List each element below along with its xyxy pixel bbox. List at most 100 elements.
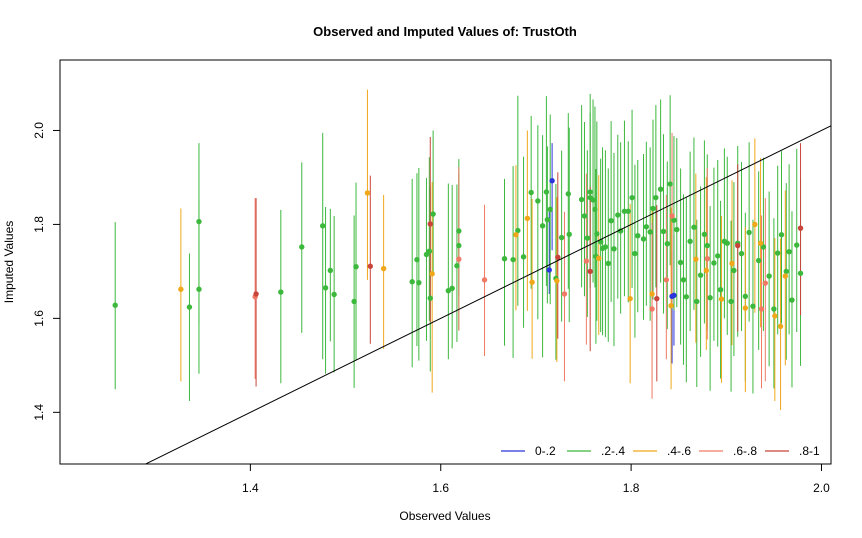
legend: 0-.2 .2-.4 .4-.6 .6-.8 .8-1	[501, 444, 820, 458]
data-point	[430, 211, 436, 217]
data-point	[549, 178, 555, 184]
y-tick-label: 1.6	[32, 310, 46, 327]
data-point	[629, 194, 635, 201]
data-point	[351, 298, 357, 305]
data-point	[649, 291, 655, 297]
data-point	[691, 224, 697, 230]
data-point	[711, 260, 717, 266]
data-point	[687, 238, 693, 245]
legend-label: .8-1	[799, 444, 820, 458]
chart-title: Observed and Imputed Values of: TrustOth	[313, 24, 577, 39]
y-axis-label: Imputed Values	[2, 221, 16, 304]
data-point	[757, 240, 764, 246]
data-point	[715, 253, 721, 259]
data-point	[611, 246, 617, 252]
data-point	[625, 208, 631, 214]
data-point	[456, 242, 462, 249]
legend-label: .2-.4	[601, 444, 625, 458]
data-point	[731, 267, 737, 274]
data-point	[718, 296, 725, 302]
x-tick-label: 1.4	[242, 481, 259, 495]
data-point	[578, 196, 585, 203]
data-point	[647, 229, 653, 235]
data-point	[196, 218, 202, 225]
data-point	[584, 235, 591, 241]
reference-line	[144, 125, 831, 464]
data-point	[635, 232, 641, 239]
data-point	[608, 217, 614, 224]
data-point	[669, 213, 675, 219]
data-point	[789, 297, 795, 303]
data-point	[454, 263, 460, 269]
data-point	[783, 268, 789, 275]
data-point	[524, 215, 531, 222]
data-point	[752, 221, 758, 228]
data-point	[513, 232, 519, 238]
data-point	[327, 267, 334, 274]
data-point	[653, 194, 659, 201]
plot-frame	[59, 59, 832, 465]
data-point	[615, 212, 621, 218]
data-point	[750, 303, 756, 309]
data-point	[657, 186, 664, 192]
data-point	[456, 256, 462, 262]
data-point	[558, 234, 565, 241]
data-point	[602, 244, 609, 250]
legend-label: 0-.2	[535, 444, 556, 458]
data-point	[596, 255, 602, 261]
data-point	[547, 206, 553, 213]
data-point	[704, 242, 710, 249]
data-point	[481, 277, 488, 283]
data-point	[774, 250, 781, 256]
data-point	[758, 306, 765, 312]
x-tick-label: 1.6	[432, 481, 449, 495]
data-point	[667, 181, 673, 187]
data-point	[364, 190, 371, 196]
data-point	[683, 294, 690, 300]
data-point	[650, 205, 656, 212]
data-point	[677, 259, 684, 266]
data-point	[680, 277, 687, 283]
data-point	[701, 231, 708, 237]
data-point	[583, 258, 590, 264]
data-point	[707, 295, 713, 301]
data-point	[587, 268, 593, 275]
data-point	[649, 306, 655, 312]
data-point	[367, 263, 374, 269]
y-tick-label: 2.0	[32, 122, 46, 139]
data-point	[554, 278, 560, 284]
data-point	[704, 256, 710, 262]
data-point	[587, 189, 593, 195]
data-point	[566, 231, 572, 237]
data-point	[664, 240, 670, 247]
data-point	[694, 298, 700, 305]
data-point	[697, 272, 704, 278]
data-point	[671, 217, 677, 223]
data-point	[797, 225, 804, 231]
data-point	[594, 231, 600, 237]
data-point	[253, 291, 259, 297]
data-point	[546, 267, 552, 273]
data-point	[416, 279, 422, 286]
data-point	[755, 257, 762, 264]
data-point	[671, 292, 677, 299]
x-axis-label: Observed Values	[399, 509, 490, 523]
data-point	[797, 270, 804, 276]
data-point	[621, 208, 628, 214]
data-point	[771, 306, 777, 312]
y-tick-label: 1.8	[32, 216, 46, 233]
data-point	[320, 223, 326, 229]
data-point	[565, 191, 571, 197]
data-point	[555, 254, 561, 261]
data-point	[449, 285, 455, 292]
data-point	[766, 273, 772, 279]
data-point	[693, 256, 699, 262]
data-point	[510, 256, 516, 263]
data-point	[592, 206, 598, 213]
data-point	[456, 228, 462, 234]
data-point	[772, 313, 778, 319]
data-point	[674, 226, 680, 233]
data-point	[528, 189, 534, 196]
data-point	[643, 224, 650, 230]
